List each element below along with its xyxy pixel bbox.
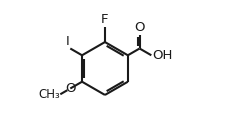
- Text: I: I: [66, 35, 70, 48]
- Text: OH: OH: [152, 49, 172, 62]
- Text: F: F: [101, 13, 109, 26]
- Text: CH₃: CH₃: [38, 88, 60, 101]
- Text: O: O: [65, 82, 76, 95]
- Text: O: O: [134, 21, 145, 34]
